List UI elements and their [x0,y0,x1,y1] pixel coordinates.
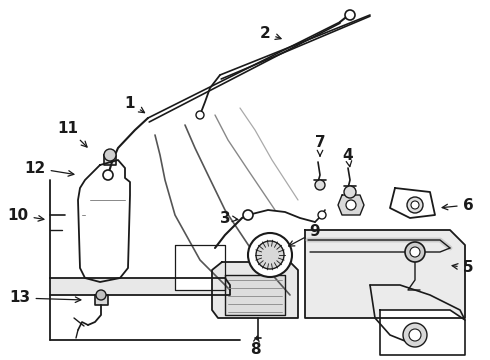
Polygon shape [390,188,435,218]
Circle shape [248,233,292,277]
Circle shape [344,186,356,198]
Polygon shape [338,195,364,215]
Circle shape [318,211,326,219]
Text: 10: 10 [7,207,44,222]
Polygon shape [95,295,108,305]
Polygon shape [212,262,298,318]
Circle shape [407,197,423,213]
Text: 5: 5 [452,261,473,275]
Circle shape [409,329,421,341]
Text: 1: 1 [125,95,145,113]
Circle shape [196,111,204,119]
Circle shape [403,323,427,347]
Circle shape [104,149,116,161]
Text: 6: 6 [442,198,473,212]
Text: 12: 12 [24,161,74,176]
Polygon shape [104,155,116,165]
Text: 8: 8 [250,336,260,357]
Circle shape [256,241,284,269]
Text: 7: 7 [315,135,325,156]
Polygon shape [225,275,285,315]
Circle shape [405,242,425,262]
Circle shape [345,10,355,20]
Text: 4: 4 [343,148,353,167]
Circle shape [96,290,106,300]
Text: 3: 3 [220,211,238,225]
Circle shape [411,201,419,209]
Text: 2: 2 [260,26,281,41]
Polygon shape [305,230,465,318]
Text: 11: 11 [57,121,87,147]
Circle shape [243,210,253,220]
Circle shape [346,200,356,210]
Polygon shape [175,245,225,290]
Polygon shape [78,160,130,282]
Text: 13: 13 [9,291,81,306]
Circle shape [410,247,420,257]
Circle shape [103,170,113,180]
Circle shape [315,180,325,190]
Polygon shape [380,310,465,355]
Polygon shape [50,278,230,295]
Text: 9: 9 [289,225,320,246]
